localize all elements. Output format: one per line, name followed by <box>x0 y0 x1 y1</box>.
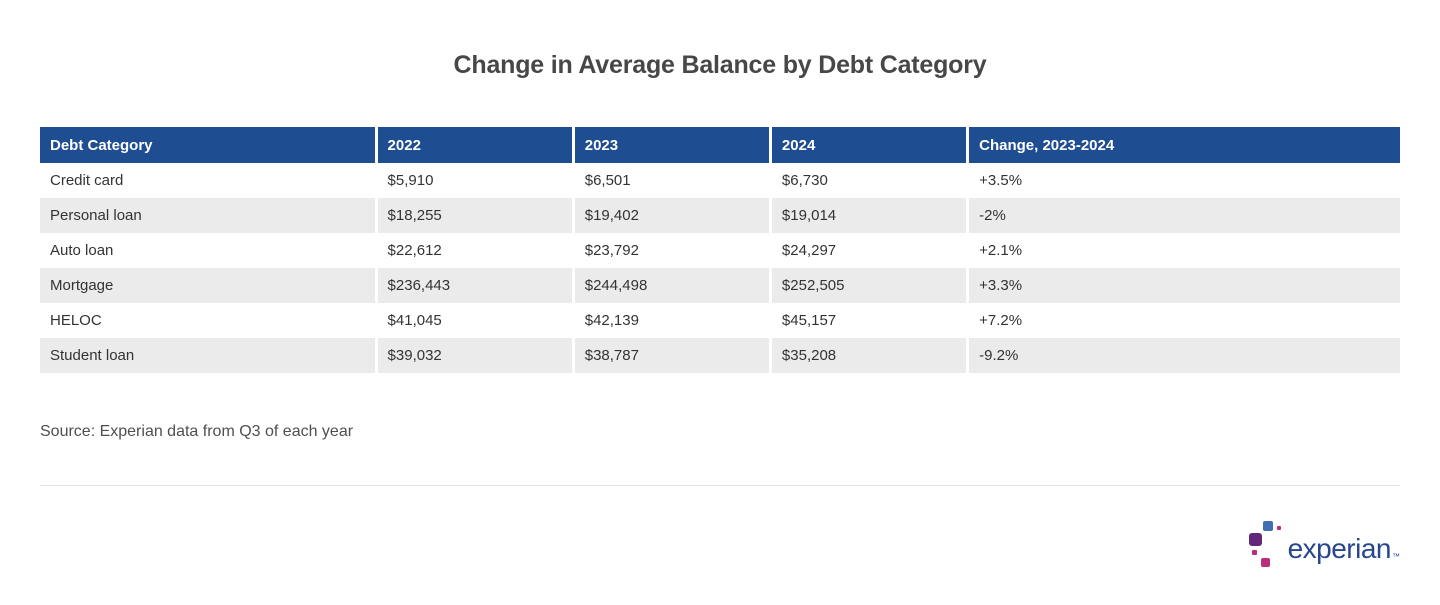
experian-wordmark: experian <box>1287 533 1392 564</box>
logo-dot-magenta-md <box>1251 550 1257 555</box>
cell-2023: $19,402 <box>571 198 769 233</box>
logo-dot-magenta-lg <box>1260 558 1270 567</box>
table-row: HELOC $41,045 $42,139 $45,157 +7.2% <box>40 303 1400 338</box>
cell-2022: $18,255 <box>374 198 572 233</box>
logo-dot-purple <box>1248 533 1262 546</box>
experian-logo: experian ™ <box>1248 519 1400 571</box>
column-header-2022: 2022 <box>374 127 572 163</box>
logo-dot-magenta-sm <box>1276 526 1281 530</box>
debt-balance-table: Debt Category 2022 2023 2024 Change, 202… <box>40 127 1400 373</box>
cell-change: -9.2% <box>966 338 1400 373</box>
row-category: Student loan <box>40 338 375 373</box>
column-header-2024: 2024 <box>768 127 967 163</box>
column-header-2023: 2023 <box>571 127 769 163</box>
cell-2024: $24,297 <box>768 233 966 268</box>
cell-2024: $252,505 <box>768 268 967 303</box>
cell-2022: $41,045 <box>374 303 572 338</box>
cell-2024: $45,157 <box>768 303 966 338</box>
row-category: Credit card <box>50 172 124 189</box>
row-category: HELOC <box>50 312 102 329</box>
row-category: Personal loan <box>40 198 375 233</box>
column-header-change: Change, 2023-2024 <box>966 127 1400 163</box>
cell-2022: $236,443 <box>374 268 572 303</box>
cell-change: +3.3% <box>966 268 1400 303</box>
cell-2024: $19,014 <box>768 198 967 233</box>
cell-2023: $244,498 <box>571 268 769 303</box>
cell-2022: $22,612 <box>374 233 572 268</box>
divider <box>40 485 1400 486</box>
table-header-row: Debt Category 2022 2023 2024 Change, 202… <box>40 127 1400 163</box>
infographic-container: Change in Average Balance by Debt Catego… <box>0 50 1440 571</box>
logo-dot-blue <box>1262 521 1273 531</box>
table-row: Credit card $5,910 $6,501 $6,730 +3.5% <box>40 163 1400 198</box>
cell-2023: $23,792 <box>571 233 769 268</box>
cell-change: +7.2% <box>966 303 1400 338</box>
cell-change: +3.5% <box>966 163 1400 198</box>
table-row: Auto loan $22,612 $23,792 $24,297 +2.1% <box>40 233 1400 268</box>
cell-change: -2% <box>966 198 1400 233</box>
page-title: Change in Average Balance by Debt Catego… <box>453 51 987 79</box>
cell-2024: $6,730 <box>768 163 966 198</box>
row-category: Mortgage <box>40 268 375 303</box>
cell-2022: $39,032 <box>374 338 572 373</box>
row-category: Auto loan <box>50 242 114 259</box>
experian-dots-icon <box>1248 519 1288 569</box>
cell-2022: $5,910 <box>374 163 572 198</box>
cell-change: +2.1% <box>966 233 1400 268</box>
source-note: Source: Experian data from Q3 of each ye… <box>40 423 354 440</box>
column-header-debt-category: Debt Category <box>40 127 375 163</box>
cell-2023: $38,787 <box>571 338 769 373</box>
cell-2023: $6,501 <box>571 163 769 198</box>
cell-2024: $35,208 <box>768 338 967 373</box>
footer: experian ™ <box>40 519 1400 571</box>
table-row: Personal loan $18,255 $19,402 $19,014 -2… <box>40 198 1400 233</box>
trademark-symbol: ™ <box>1392 552 1400 561</box>
table-row: Student loan $39,032 $38,787 $35,208 -9.… <box>40 338 1400 373</box>
cell-2023: $42,139 <box>571 303 769 338</box>
table-row: Mortgage $236,443 $244,498 $252,505 +3.3… <box>40 268 1400 303</box>
